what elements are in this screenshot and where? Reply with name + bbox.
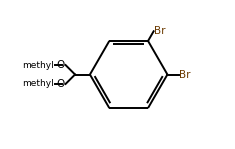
Text: Br: Br xyxy=(154,26,166,36)
Text: O: O xyxy=(56,60,64,70)
Text: methyl: methyl xyxy=(22,60,54,70)
Text: Br: Br xyxy=(179,69,191,80)
Text: O: O xyxy=(56,79,64,89)
Text: methyl: methyl xyxy=(22,79,54,89)
